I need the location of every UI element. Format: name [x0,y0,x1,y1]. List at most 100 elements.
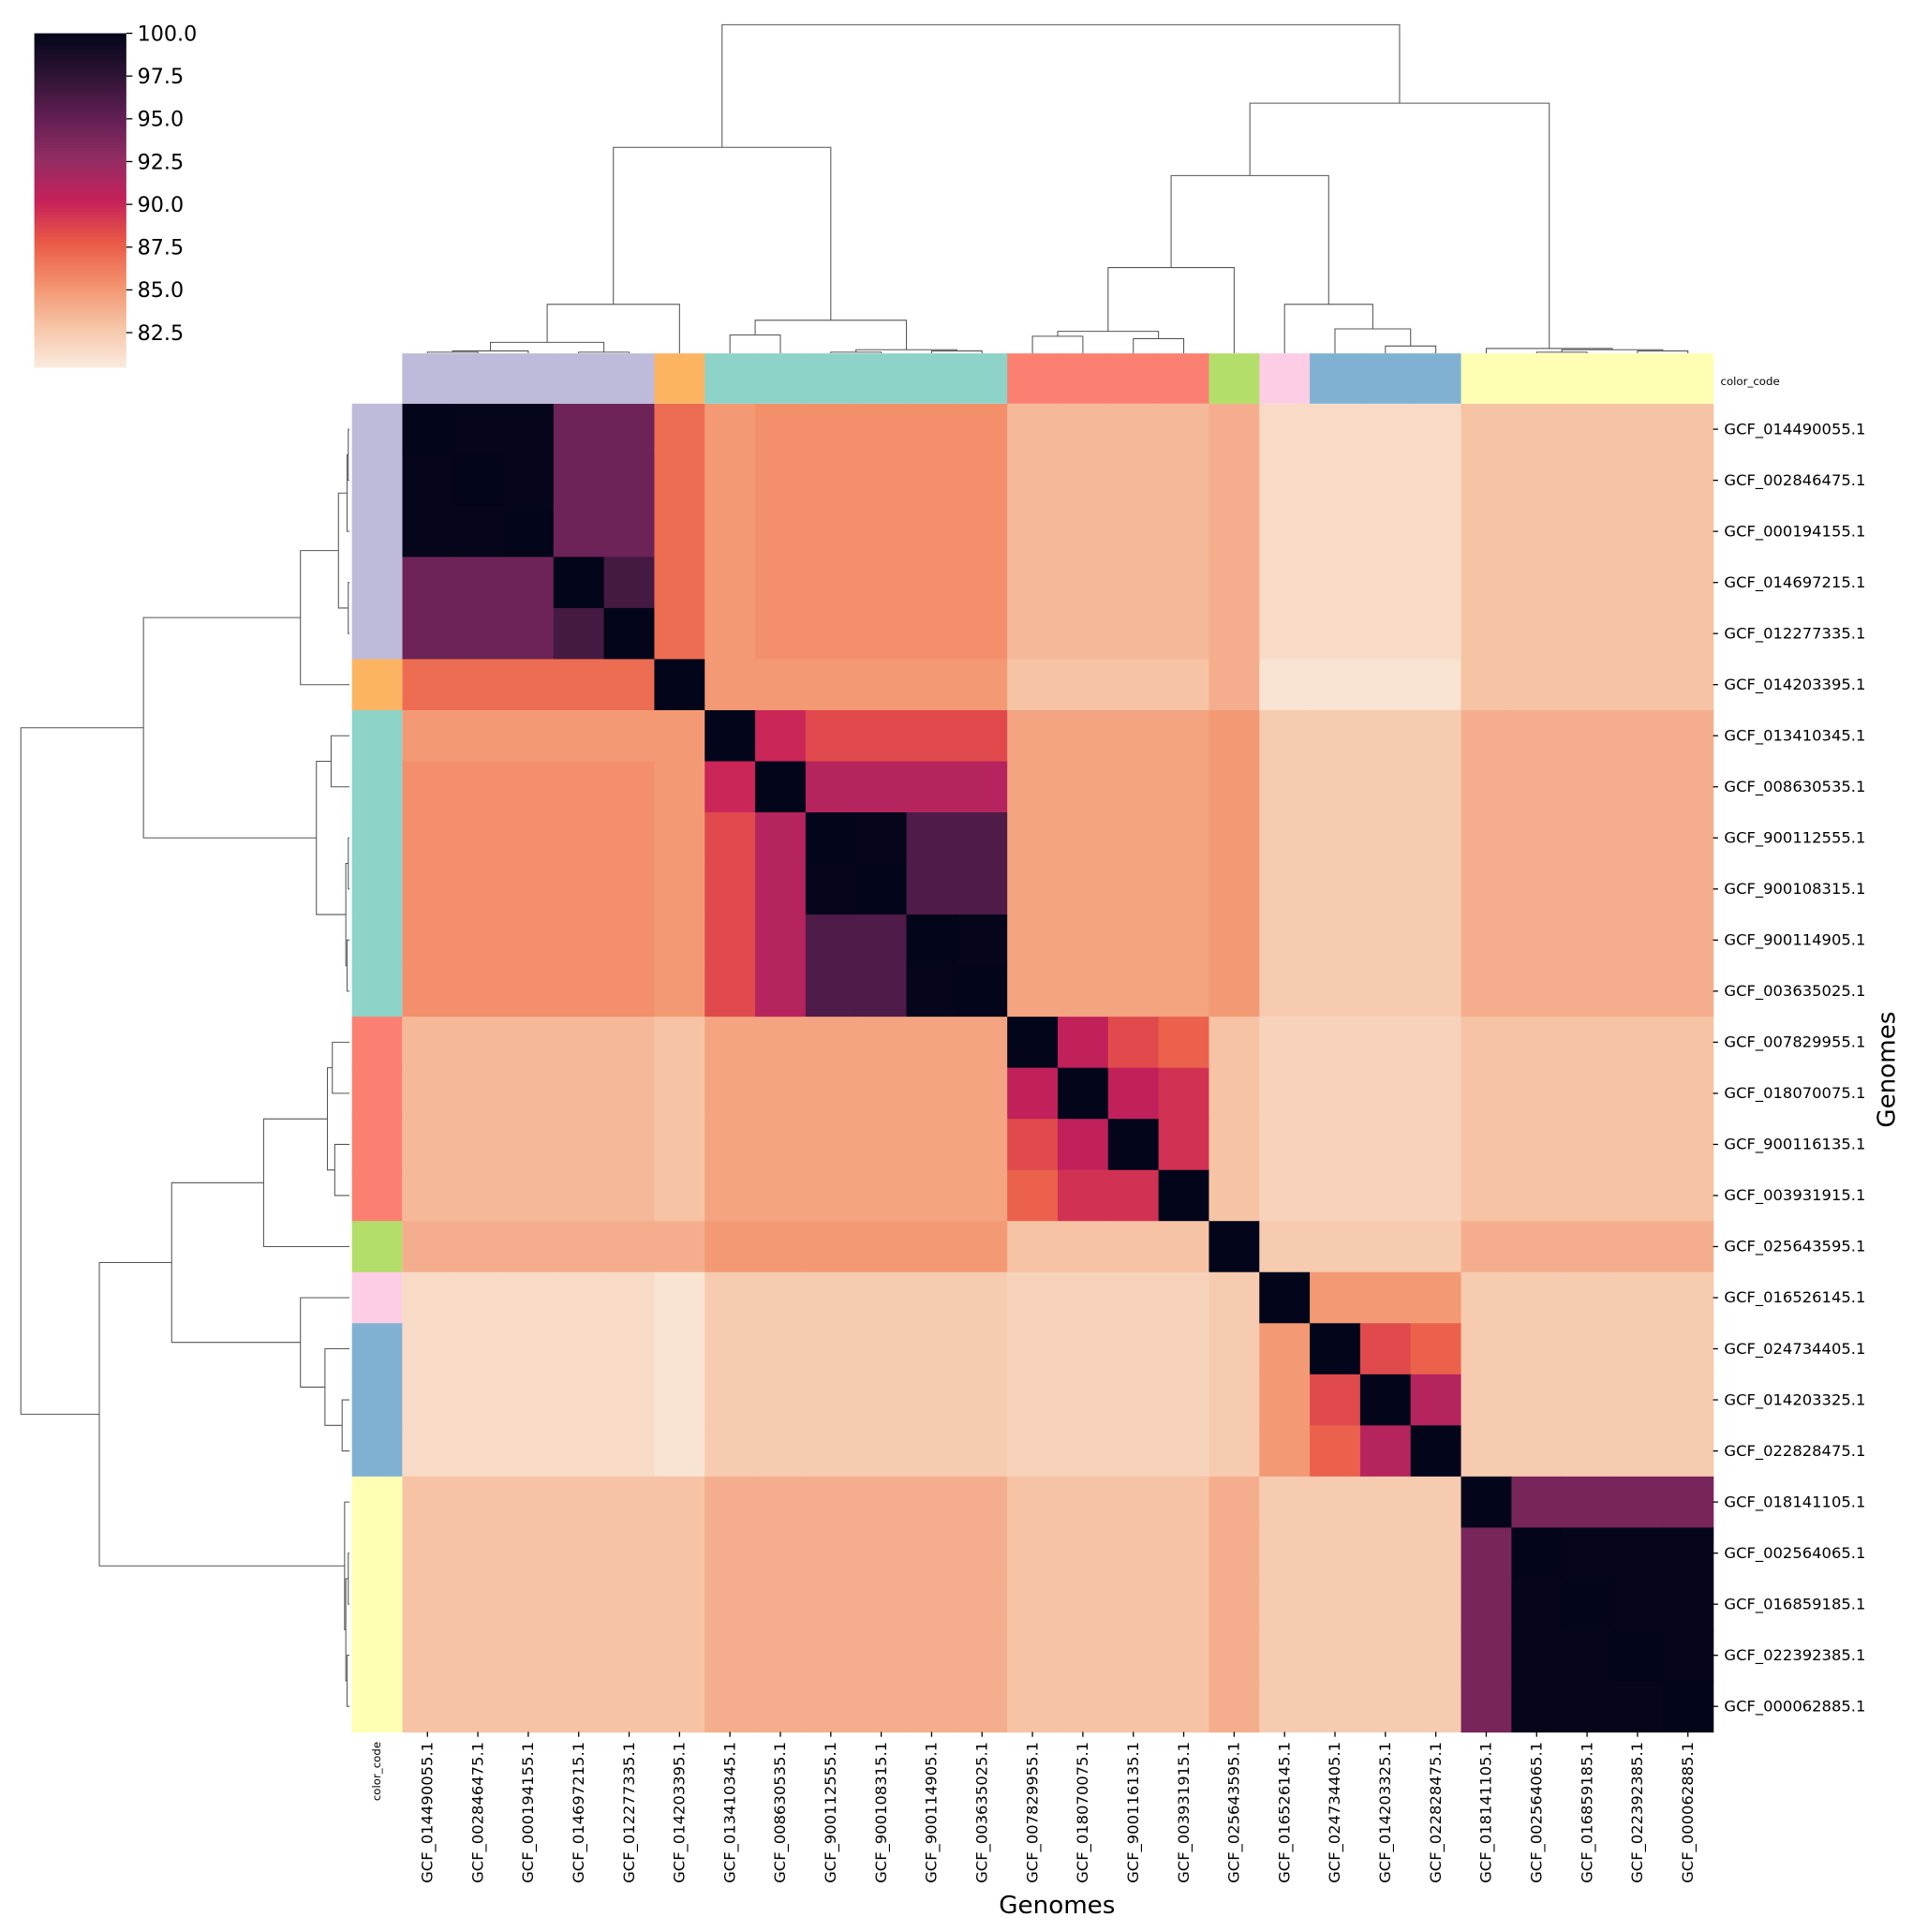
heatmap-cell [1662,557,1714,609]
heatmap-cell [1562,1323,1613,1375]
heatmap-cell [1359,1476,1412,1529]
heatmap-cell [1057,1271,1109,1324]
heatmap-cell [452,1221,504,1273]
heatmap-cell [654,1374,705,1426]
row-label: GCF_016859185.1 [1724,1595,1865,1613]
heatmap-cell [1057,1425,1109,1478]
heatmap-cell [1562,709,1613,763]
colorbar-slice [34,277,126,282]
col-color-code [1461,353,1513,404]
heatmap-cell [755,1169,807,1222]
colorbar-slice [34,139,126,143]
heatmap-cell [1359,1323,1412,1375]
col-label: GCF_014490055.1 [418,1742,437,1883]
heatmap-cell [603,1425,656,1478]
heatmap-cell [1562,1119,1613,1171]
colorbar-slice [34,169,126,173]
heatmap-cell [654,454,705,507]
colorbar-slice [34,88,126,93]
colorbar-slice [34,228,126,231]
heatmap-cell [1410,1119,1462,1171]
heatmap-cell [1209,1578,1260,1631]
heatmap-cell [1662,1680,1714,1733]
heatmap-cell [1611,1119,1664,1171]
heatmap-cell [1662,607,1714,661]
heatmap-cell [704,1374,756,1426]
heatmap-cell [1057,1221,1109,1273]
heatmap-cell [1259,1169,1311,1222]
heatmap-cell [1410,505,1462,558]
heatmap-cell [755,454,807,507]
colorbar-slice [34,328,126,332]
heatmap-cell [1461,761,1513,813]
heatmap-cell [805,1271,857,1324]
heatmap-cell [1107,812,1160,865]
heatmap-cell [1662,1527,1714,1580]
heatmap-cell [1007,1067,1059,1120]
heatmap-cell [1057,1119,1109,1171]
heatmap-cell [1461,709,1513,763]
heatmap-cell [654,863,705,915]
colorbar-slice [34,67,126,70]
heatmap-cell [452,1067,504,1120]
heatmap-cell [1611,1323,1664,1375]
heatmap-cell [502,1119,555,1171]
heatmap-cell [402,863,453,915]
heatmap-cell [1310,1169,1361,1222]
heatmap-cell [704,1017,756,1069]
heatmap-cell [1158,812,1210,865]
heatmap-cell [1461,812,1513,865]
heatmap-cell [1562,505,1613,558]
heatmap-cell [1158,1578,1210,1631]
row-color-code [351,1169,403,1222]
col-color-code [1107,353,1160,404]
row-color-code [351,1067,403,1120]
colorbar-slice [34,303,126,307]
heatmap-cell [1057,1527,1109,1580]
heatmap-cell [452,557,504,609]
colorbar-slice [34,85,126,90]
top-dendrogram-link [830,351,882,354]
colorbar-slice [34,297,126,302]
heatmap-cell [956,1374,1008,1426]
heatmap-cell [1007,1374,1059,1426]
heatmap-cell [502,1323,555,1375]
colorbar-slice [34,177,126,182]
heatmap-cell [1611,1680,1664,1733]
heatmap-cell [1259,1323,1311,1375]
heatmap-cell [1461,1169,1513,1222]
heatmap-cell [1107,454,1160,507]
heatmap-cell [502,1017,555,1069]
col-color-code [755,353,807,404]
heatmap-cell [654,607,705,661]
heatmap-cell [1662,709,1714,763]
heatmap-cell [855,1067,908,1120]
left-dendrogram-link [326,1067,335,1171]
heatmap-cell [704,1169,756,1222]
row-color-code [351,659,403,711]
heatmap-cell [1007,863,1059,915]
colorbar-slice [34,197,126,201]
heatmap-cell [1259,965,1311,1018]
heatmap-cell [1662,812,1714,865]
col-color-code [603,353,656,404]
heatmap-cell [956,659,1008,711]
heatmap-cell [1007,965,1059,1018]
heatmap-cell [1158,709,1210,763]
heatmap-cell [956,607,1008,661]
top-dendrogram-link [729,334,781,354]
colorbar-slice [34,102,126,107]
row-label: GCF_022392385.1 [1724,1646,1865,1665]
heatmap-cell [654,1578,705,1631]
colorbar-slice [34,52,126,57]
left-dendrogram-link [348,428,350,482]
heatmap-cell [402,1271,453,1324]
heatmap-cell [1107,607,1160,661]
heatmap-cell [1359,1119,1412,1171]
col-color-code [502,353,555,404]
colorbar-slice [34,174,126,179]
heatmap-cell [755,863,807,915]
col-color-code [1611,353,1664,404]
heatmap-cell [1359,607,1412,661]
heatmap-cell [1259,1067,1311,1120]
